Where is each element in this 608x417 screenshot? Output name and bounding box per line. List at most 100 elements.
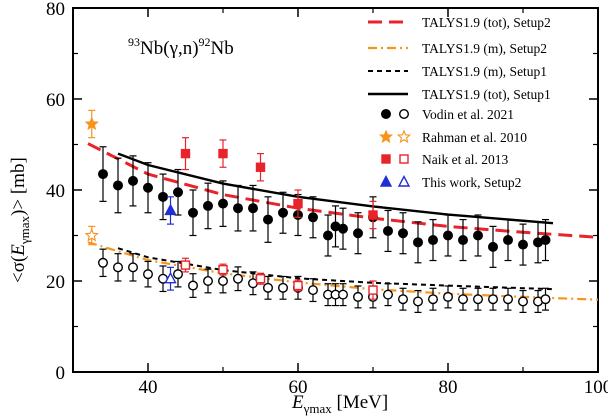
data-point (413, 237, 424, 248)
data-point (232, 273, 243, 284)
data-point (458, 294, 469, 305)
series-star-open (84, 225, 99, 246)
data-point (180, 148, 191, 159)
data-point (112, 180, 123, 191)
legend-label: Vodin et al. 2021 (422, 107, 514, 122)
legend-marker-open (397, 174, 411, 187)
legend-marker-open (396, 129, 412, 144)
legend-label: TALYS1.9 (tot), Setup2 (422, 15, 551, 30)
data-point (488, 294, 499, 305)
data-point (218, 264, 228, 275)
data-point (232, 203, 243, 214)
x-axis-title-sub: γmax (303, 401, 333, 416)
data-point (293, 280, 303, 291)
data-point (202, 276, 213, 287)
x-tick-label: 100 (584, 377, 608, 398)
legend: TALYS1.9 (tot), Setup2 TALYS1.9 (m), Setu… (368, 15, 551, 190)
data-point (293, 198, 303, 209)
data-point (164, 271, 177, 284)
data-point (353, 228, 364, 239)
data-point (383, 225, 394, 236)
data-point (368, 210, 378, 220)
x-tick-label: 80 (439, 377, 458, 398)
data-point (540, 294, 551, 305)
data-point (157, 191, 168, 202)
data-point (338, 289, 349, 300)
data-point (217, 276, 228, 287)
legend-label: Rahman et al. 2010 (422, 130, 527, 145)
legend-marker-filled (379, 174, 393, 187)
gamma-symbol: γ (169, 38, 178, 59)
legend-marker-filled (378, 129, 394, 144)
data-point (84, 228, 99, 242)
data-point (172, 269, 183, 280)
product-symbol: Nb (211, 38, 234, 59)
data-point (142, 182, 153, 193)
legend-label: This work, Setup2 (422, 175, 521, 190)
data-point (263, 214, 274, 225)
legend-label: TALYS1.9 (tot), Setup1 (422, 87, 551, 102)
data-point (428, 294, 439, 305)
data-point (142, 269, 153, 280)
series-star-filled (84, 109, 99, 139)
data-point (443, 291, 454, 302)
data-point (413, 296, 424, 307)
legend-marker-open (399, 154, 409, 164)
y-axis-title-sub: γmax (17, 215, 32, 245)
data-point (383, 289, 394, 300)
y-axis-title-prefix: <σ( (8, 256, 29, 283)
data-point (278, 207, 289, 218)
y-axis-title-suffix: )> [mb] (8, 157, 29, 216)
data-point (127, 262, 138, 273)
axes: 40 60 80 100 0 20 40 60 80 (46, 0, 608, 398)
x-axis-title-unit: [MeV] (332, 392, 388, 413)
data-point (398, 228, 409, 239)
data-point (353, 291, 364, 302)
target-symbol: Nb( (140, 38, 170, 59)
x-tick-label: 40 (139, 377, 158, 398)
data-point (323, 230, 334, 241)
y-tick-label: 20 (46, 272, 65, 293)
data-point (127, 175, 138, 186)
series-square-filled (180, 137, 378, 230)
y-axis-title-main: E (8, 244, 29, 257)
x-axis-title-main: E (291, 392, 304, 413)
reaction-label: 93Nb(γ,n)92Nb (128, 35, 234, 59)
data-point (540, 235, 551, 246)
series-triangle-open (164, 266, 177, 291)
product-mass-number: 92 (199, 35, 211, 49)
data-point (398, 294, 409, 305)
data-point (443, 230, 454, 241)
target-mass-number: 93 (128, 35, 140, 49)
data-point (202, 200, 213, 211)
x-axis-title: Eγmax [MeV] (291, 392, 388, 416)
y-axis-title: <σ(Eγmax)> [mb] (8, 157, 32, 283)
data-point (473, 230, 484, 241)
data-point (164, 203, 177, 216)
data-point (97, 169, 108, 180)
data-point (263, 282, 274, 293)
data-point (84, 116, 99, 131)
data-point (255, 274, 266, 284)
legend-marker-open (399, 108, 410, 119)
data-point (308, 212, 319, 223)
y-tick-label: 0 (56, 363, 66, 384)
data-point (172, 187, 183, 198)
data-point (518, 296, 529, 307)
x-tick-label: 60 (289, 377, 308, 398)
data-point (488, 241, 499, 252)
data-point (247, 203, 258, 214)
reaction-channel: ,n) (178, 38, 199, 59)
data-point (503, 294, 514, 305)
data-point (458, 235, 469, 246)
data-point (180, 260, 191, 270)
data-point (518, 239, 529, 250)
legend-label: Naik et al. 2013 (422, 152, 508, 167)
y-tick-label: 60 (46, 90, 65, 111)
legend-marker-filled (381, 154, 391, 164)
data-point (473, 294, 484, 305)
data-point (218, 148, 228, 159)
y-tick-label: 40 (46, 181, 65, 202)
data-point (503, 235, 514, 246)
